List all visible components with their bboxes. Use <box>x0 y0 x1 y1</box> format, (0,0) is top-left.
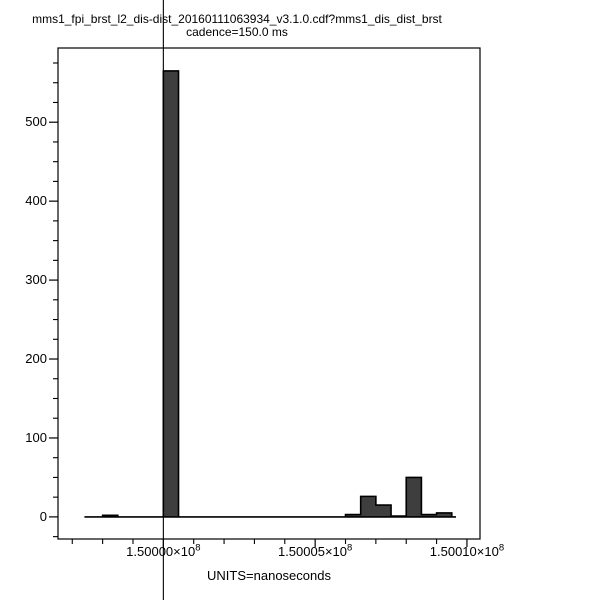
y-tick-label: 100 <box>25 429 47 445</box>
x-tick-exponent: 8 <box>498 542 505 554</box>
chart-subtitle: cadence=150.0 ms <box>186 25 288 39</box>
plot-box <box>57 47 481 540</box>
x-tick-mantissa: 1.50005×10 <box>277 544 348 559</box>
chart-title: mms1_fpi_brst_l2_dis-dist_20160111063934… <box>32 12 442 26</box>
x-tick-exponent: 8 <box>195 542 201 554</box>
y-tick-label: 0 <box>39 508 47 524</box>
y-tick-label: 200 <box>25 351 47 367</box>
x-tick-label: 1.50010×108 <box>407 542 527 559</box>
x-tick-label: 1.50005×108 <box>255 542 375 559</box>
y-tick-label: 500 <box>25 114 47 130</box>
histogram-series <box>84 70 457 518</box>
chart-title-block: mms1_fpi_brst_l2_dis-dist_20160111063934… <box>0 13 474 39</box>
x-tick-mantissa: 1.50010×10 <box>429 544 499 559</box>
y-tick-label: 300 <box>25 272 47 288</box>
x-tick-label: 1.50000×108 <box>103 542 223 559</box>
x-tick-mantissa: 1.50000×10 <box>126 544 196 559</box>
x-axis-label: UNITS=nanoseconds <box>207 568 331 583</box>
y-tick-label: 400 <box>25 193 47 209</box>
x-tick-exponent: 8 <box>347 542 353 554</box>
